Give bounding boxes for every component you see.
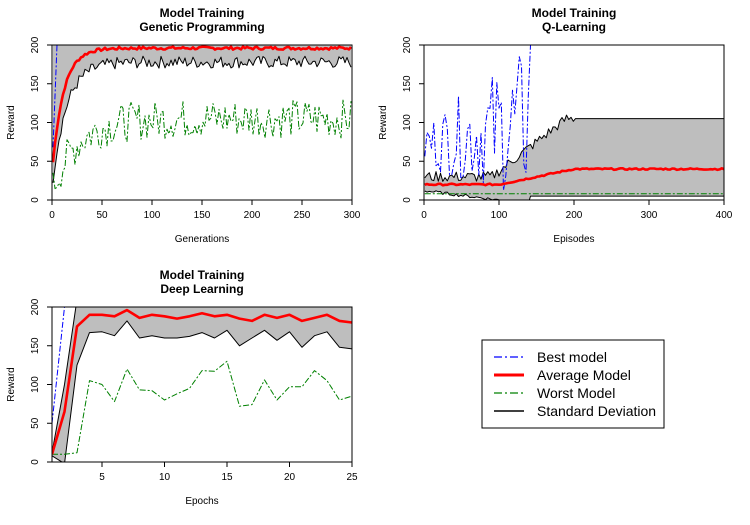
chart-title: Model Training <box>532 6 617 20</box>
x-axis-label: Episodes <box>553 234 594 245</box>
sd-band <box>52 307 352 462</box>
sd-lower-line <box>52 320 352 462</box>
x-tick-label: 15 <box>221 472 233 483</box>
average-model-line <box>52 308 352 455</box>
x-tick-label: 10 <box>159 472 171 483</box>
x-axis-label: Epochs <box>185 496 218 507</box>
y-tick-label: 50 <box>402 155 413 167</box>
y-tick-label: 0 <box>30 197 41 203</box>
x-tick-label: 5 <box>99 472 105 483</box>
y-tick-label: 50 <box>30 155 41 167</box>
best-model-line <box>424 45 724 191</box>
y-tick-label: 150 <box>30 75 41 92</box>
y-axis-label: Reward <box>6 105 17 139</box>
y-tick-label: 200 <box>30 36 41 53</box>
y-tick-label: 100 <box>30 114 41 131</box>
worst-model-line <box>52 360 352 455</box>
chart-title: Model Training <box>160 6 245 20</box>
x-tick-label: 100 <box>144 210 161 221</box>
y-tick-label: 0 <box>30 459 41 465</box>
x-tick-label: 20 <box>284 472 296 483</box>
x-tick-label: 50 <box>96 210 108 221</box>
y-tick-label: 100 <box>30 376 41 393</box>
sd-lower-line <box>52 55 352 183</box>
x-tick-label: 300 <box>641 210 658 221</box>
legend: Best model Average Model Worst Model Standa… <box>481 339 665 429</box>
y-tick-label: 50 <box>30 417 41 429</box>
legend-label-1: Average Model <box>537 367 631 383</box>
chart-subtitle: Q-Learning <box>542 20 606 34</box>
plot-area <box>52 45 352 190</box>
x-tick-label: 0 <box>49 210 55 221</box>
chart-subtitle: Deep Learning <box>160 282 243 296</box>
x-tick-label: 200 <box>244 210 261 221</box>
x-tick-label: 200 <box>566 210 583 221</box>
chart-panel-1: 0 100 200 300 400 0 50 100 150 200 Model TrainingQ… <box>378 6 733 245</box>
chart-subtitle: Genetic Programming <box>139 20 264 34</box>
legend-label-3: Standard Deviation <box>537 403 656 419</box>
sd-band <box>424 115 724 200</box>
x-tick-label: 100 <box>491 210 508 221</box>
x-tick-label: 250 <box>294 210 311 221</box>
legend-box <box>481 339 665 429</box>
x-tick-label: 150 <box>194 210 211 221</box>
plot-area <box>52 307 352 462</box>
chart-title: Model Training <box>160 268 245 282</box>
y-tick-label: 200 <box>402 36 413 53</box>
legend-label-2: Worst Model <box>537 385 615 401</box>
chart-panel-0: 0 50 100 150 200 250 300 0 50 100 150 200 Model Trai… <box>6 6 361 245</box>
sd-band <box>53 45 351 183</box>
average-model-line <box>52 45 352 163</box>
worst-model-line <box>52 99 352 190</box>
legend-label-0: Best model <box>537 349 607 365</box>
y-tick-label: 150 <box>402 75 413 92</box>
plot-frame <box>51 44 353 201</box>
sd-upper-line <box>424 114 724 182</box>
y-tick-label: 150 <box>30 337 41 354</box>
x-tick-label: 300 <box>344 210 361 221</box>
x-axis-label: Generations <box>175 234 229 245</box>
plot-area <box>424 45 724 200</box>
x-tick-label: 25 <box>346 472 358 483</box>
y-tick-label: 0 <box>402 197 413 203</box>
average-model-line <box>424 167 724 187</box>
y-axis-label: Reward <box>378 105 389 139</box>
sd-lower-line <box>424 190 724 200</box>
y-tick-label: 100 <box>402 114 413 131</box>
chart-panel-2: 5 10 15 20 25 0 50 100 150 200 Model TrainingDeep … <box>6 268 358 507</box>
y-axis-label: Reward <box>6 367 17 401</box>
y-tick-label: 200 <box>30 298 41 315</box>
x-tick-label: 400 <box>716 210 733 221</box>
x-tick-label: 0 <box>421 210 427 221</box>
